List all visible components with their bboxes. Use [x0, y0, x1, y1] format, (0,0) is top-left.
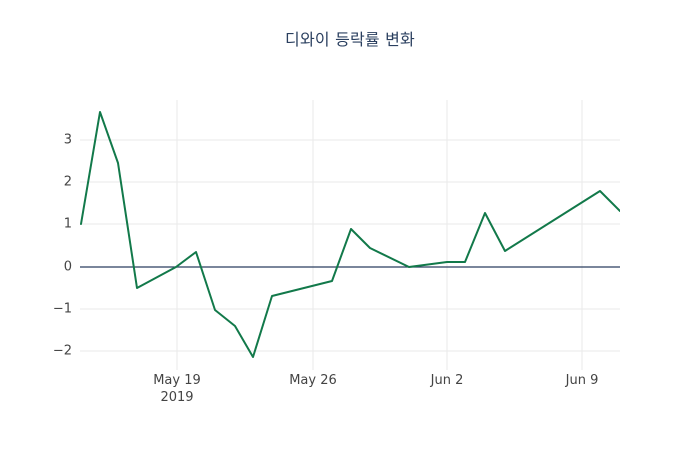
x-axis-tick-primary: May 19: [153, 373, 201, 388]
y-axis-tick-label: −1: [52, 301, 72, 317]
y-axis-tick-label: 2: [63, 174, 72, 190]
x-axis-tick-label: May 26: [289, 372, 337, 389]
x-axis-tick-primary: May 26: [289, 373, 337, 388]
x-axis-tick-year: 2019: [160, 390, 194, 405]
y-axis-tick-label: 0: [63, 259, 72, 275]
x-axis-tick-label: Jun 2: [431, 372, 464, 389]
y-axis-tick-label: 1: [63, 216, 72, 232]
x-axis-tick-label: May 19 2019: [153, 372, 201, 406]
x-axis-tick-primary: Jun 2: [430, 373, 464, 388]
chart-title: 디와이 등락률 변화: [285, 30, 415, 49]
plot-area: [80, 100, 620, 370]
y-axis: 3 2 1 0 −1 −2: [20, 100, 72, 370]
y-axis-tick-label: −2: [52, 343, 72, 359]
y-axis-tick-label: 3: [63, 132, 72, 148]
x-axis-tick-primary: Jun 9: [565, 373, 599, 388]
x-axis-tick-label: Jun 9: [566, 372, 599, 389]
x-axis: May 19 2019 May 26 Jun 2 Jun 9: [80, 372, 640, 432]
line-chart-svg: [80, 100, 620, 370]
data-series-line: [80, 111, 620, 358]
grid-lines: [80, 100, 620, 370]
